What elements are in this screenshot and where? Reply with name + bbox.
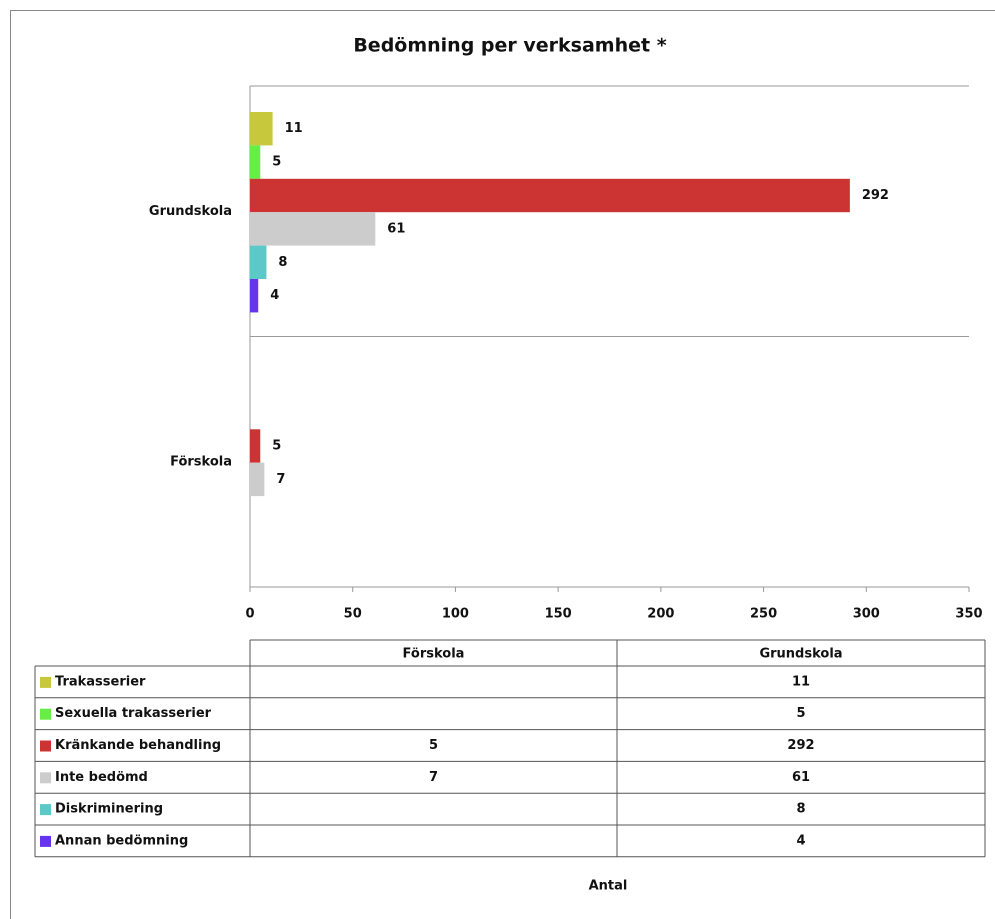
data-label: 7: [276, 472, 285, 487]
y-tick-label: Grundskola: [149, 204, 232, 219]
legend-swatch: [40, 772, 51, 784]
legend-label: Inte bedömd: [55, 770, 148, 785]
bar: [250, 112, 273, 146]
table-value: 11: [792, 674, 810, 689]
x-tick-label: 0: [245, 607, 254, 622]
bar: [250, 429, 261, 463]
bar: [250, 279, 259, 313]
bar: [250, 145, 261, 179]
table-value: 61: [792, 770, 810, 785]
legend-swatch: [40, 835, 51, 847]
table-value: 5: [429, 738, 438, 753]
bar: [250, 178, 850, 213]
x-tick-label: 100: [442, 607, 469, 622]
bar: [250, 245, 267, 279]
table-value: 7: [429, 770, 438, 785]
bar: [250, 462, 265, 497]
x-tick-label: 300: [853, 607, 880, 622]
table-value: 8: [796, 802, 805, 817]
x-tick-label: 50: [344, 607, 362, 622]
legend-swatch: [40, 676, 51, 688]
table-value: 4: [796, 833, 805, 848]
legend-label: Sexuella trakasserier: [55, 706, 212, 721]
legend-label: Kränkande behandling: [55, 738, 221, 753]
data-label: 8: [278, 255, 287, 270]
data-label: 4: [270, 288, 279, 303]
data-label: 11: [285, 121, 303, 136]
table-value: 5: [796, 706, 805, 721]
chart-frame: [10, 10, 995, 919]
legend-swatch: [40, 740, 51, 752]
legend-swatch: [40, 804, 51, 816]
legend-label: Annan bedömning: [55, 833, 188, 848]
data-label: 61: [387, 221, 405, 236]
x-tick-label: 350: [955, 607, 982, 622]
table-header: Förskola: [403, 647, 465, 662]
data-label: 5: [272, 155, 281, 170]
bar: [250, 212, 376, 246]
chart-title: Bedömning per verksamhet *: [353, 35, 666, 57]
table-header: Grundskola: [759, 647, 842, 662]
x-tick-label: 250: [750, 607, 777, 622]
legend-label: Diskriminering: [55, 802, 163, 817]
legend-label: Trakasserier: [55, 674, 146, 689]
y-tick-label: Förskola: [170, 454, 232, 469]
legend-swatch: [40, 708, 51, 720]
data-label: 5: [272, 439, 281, 454]
data-label: 292: [862, 188, 889, 203]
table-value: 292: [787, 738, 814, 753]
x-tick-label: 200: [647, 607, 674, 622]
x-axis-title: Antal: [589, 879, 628, 894]
x-tick-label: 150: [545, 607, 572, 622]
